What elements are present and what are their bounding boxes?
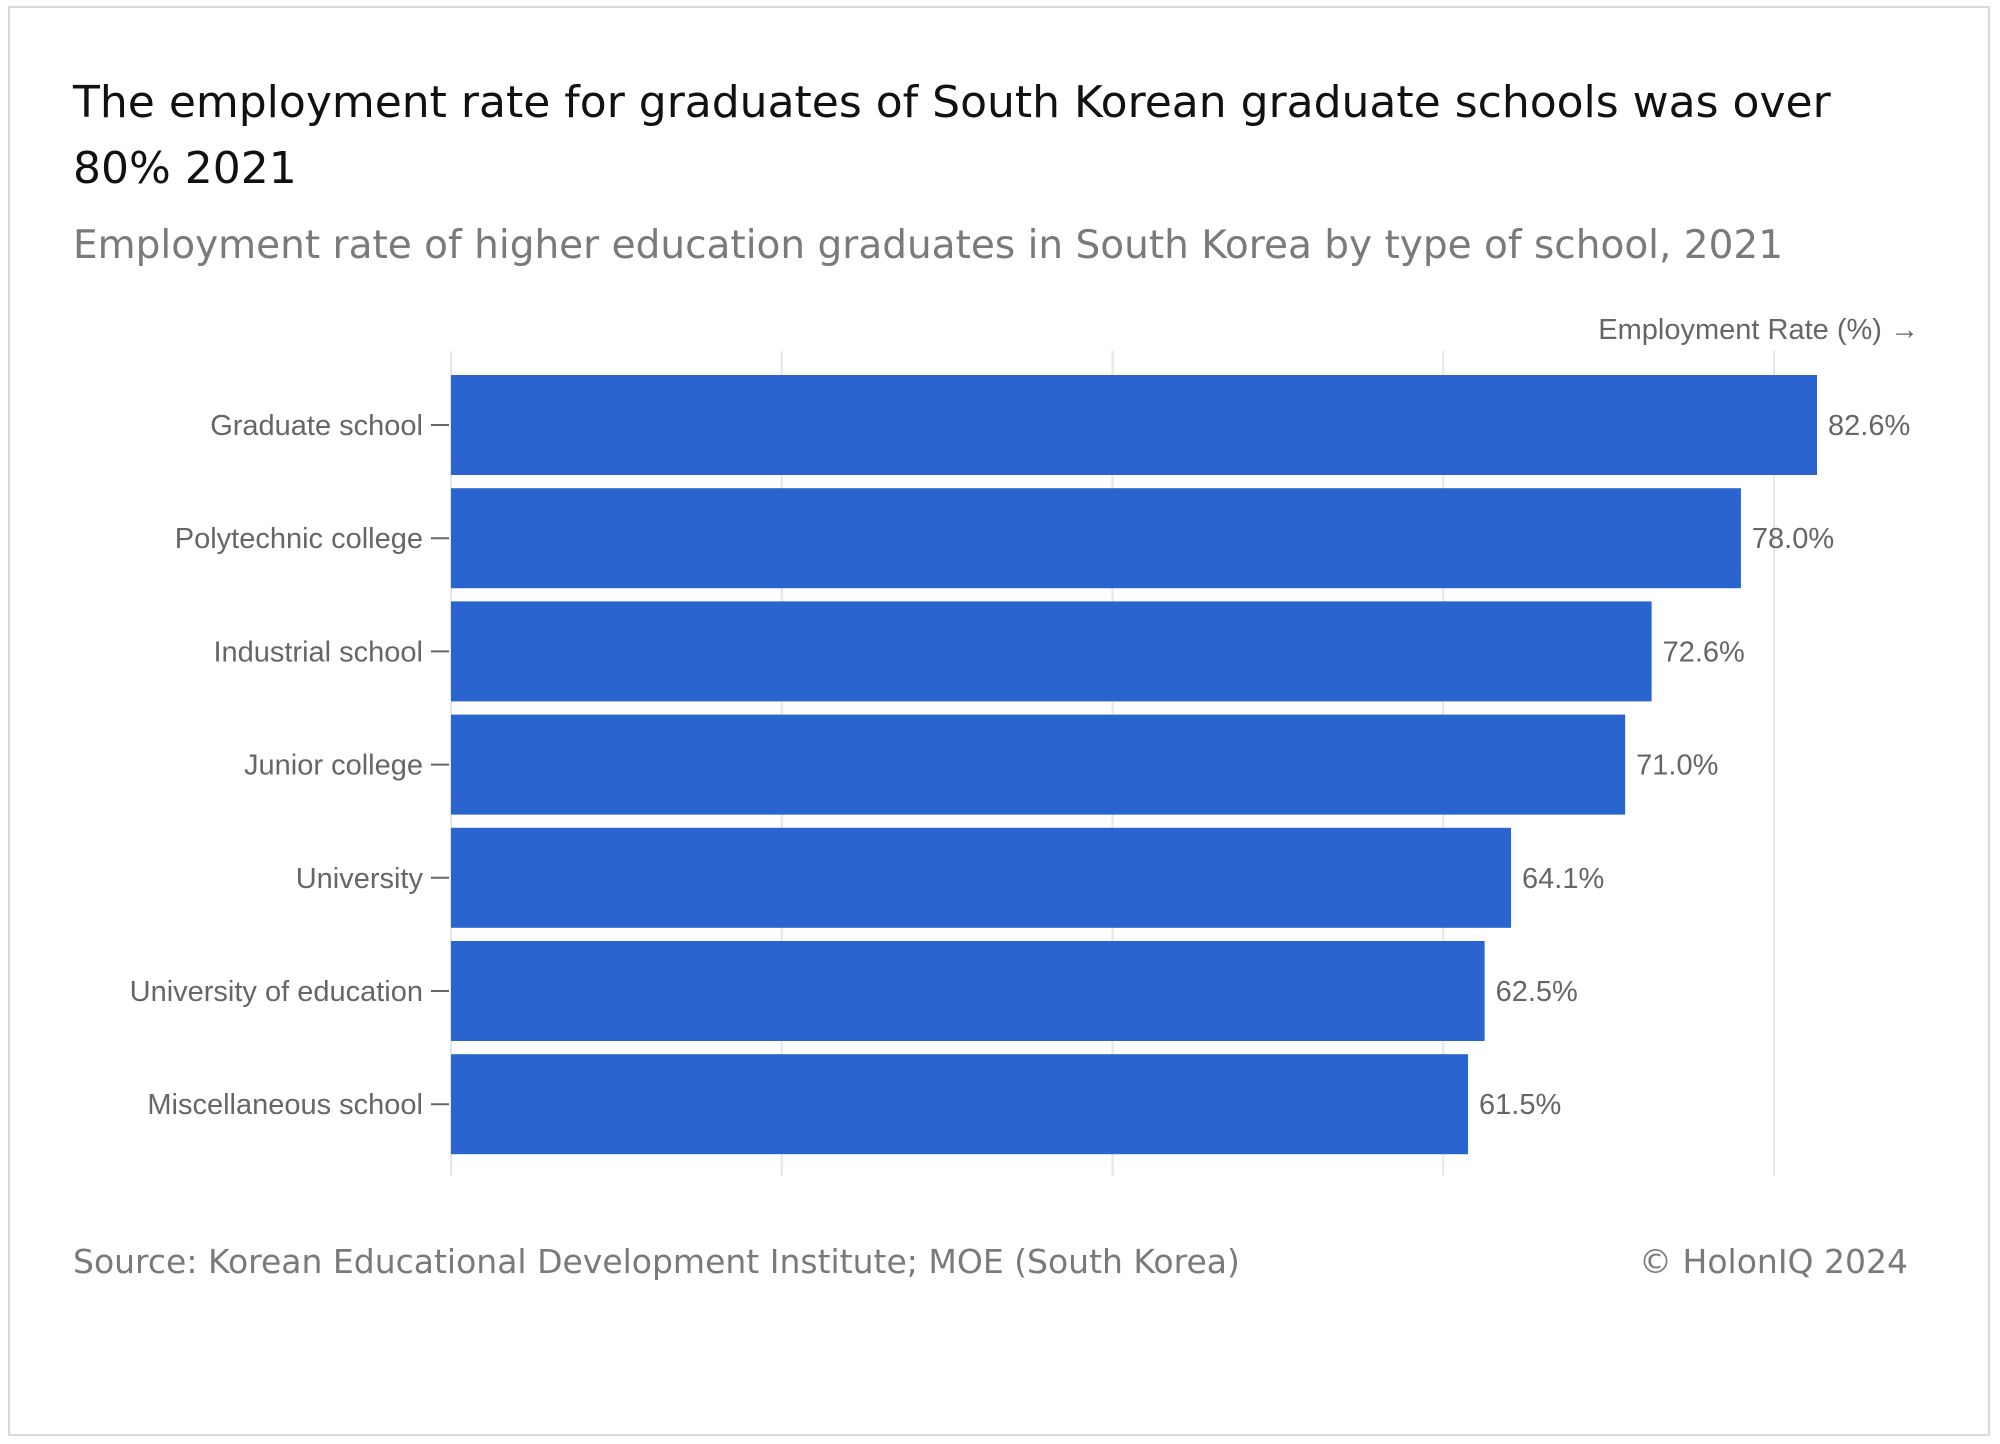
bar [451, 827, 1512, 928]
source-note: Source: Korean Educational Development I… [73, 1242, 1240, 1281]
category-label: Graduate school [210, 410, 423, 442]
value-label: 71.0% [1636, 750, 1718, 782]
chart-subtitle: Employment rate of higher education grad… [73, 223, 1784, 268]
labels: Graduate school 82.6% Polytechnic college 7… [130, 410, 1911, 1121]
value-label: 61.5% [1479, 1089, 1561, 1121]
value-label: 64.1% [1522, 863, 1604, 895]
chart-title: The employment rate for graduates of Sou… [73, 77, 1831, 194]
category-label: University [296, 863, 424, 895]
bar [451, 941, 1485, 1041]
bars [451, 375, 1817, 1155]
category-label: Junior college [244, 750, 423, 782]
bar [451, 488, 1741, 589]
bar [451, 714, 1626, 815]
x-axis-label: Employment Rate (%) → [1598, 314, 1919, 346]
category-label: Polytechnic college [175, 523, 423, 555]
bar [451, 1054, 1469, 1155]
value-label: 72.6% [1663, 636, 1745, 668]
value-label: 82.6% [1828, 410, 1910, 442]
category-label: Industrial school [213, 636, 423, 668]
bar [451, 375, 1817, 475]
value-label: 78.0% [1752, 523, 1834, 555]
category-label: Miscellaneous school [147, 1089, 423, 1121]
copyright-note: © HolonIQ 2024 [1639, 1242, 1908, 1281]
bar [451, 601, 1652, 702]
value-label: 62.5% [1496, 976, 1578, 1008]
category-label: University of education [130, 976, 423, 1008]
